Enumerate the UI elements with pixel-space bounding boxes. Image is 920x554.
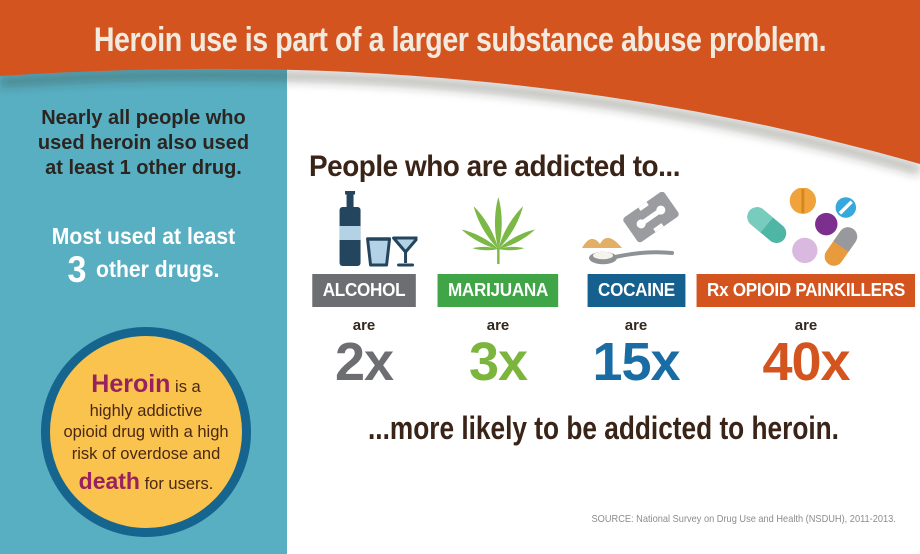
- drug-label-rx-opioids: Rx OPIOID PAINKILLERS: [696, 274, 916, 307]
- circle-line: Heroin is a: [91, 368, 200, 401]
- multiplier-cocaine: 15x: [592, 332, 680, 392]
- footline: ...more likely to be addicted to heroin.: [368, 410, 839, 446]
- circle-text: for users.: [139, 474, 214, 493]
- death-highlight: death: [78, 467, 140, 494]
- banner-curve: [0, 0, 920, 175]
- are-label: are: [624, 317, 648, 334]
- are-label: are: [794, 317, 818, 334]
- fact-line: Most used at least: [51, 223, 236, 250]
- heroin-definition-circle: Heroin is a highly addictive opioid drug…: [41, 327, 251, 537]
- circle-text: is a: [170, 377, 201, 396]
- circle-line: highly addictive: [89, 401, 203, 420]
- cocaine-icon: [580, 188, 692, 268]
- drug-column-cocaine: COCAINE are 15x: [580, 188, 692, 389]
- pills-icon: [747, 188, 865, 268]
- fact-line: 3 other drugs.: [11, 251, 275, 288]
- drug-column-rx-opioids: Rx OPIOID PAINKILLERS are 40x: [691, 188, 920, 389]
- big-number-3: 3: [67, 249, 87, 291]
- drug-column-alcohol: ALCOHOL are 2x: [310, 188, 419, 389]
- banner-title: Heroin use is part of a larger substance…: [93, 21, 827, 59]
- circle-line: risk of overdose and: [71, 445, 221, 464]
- main-heading: People who are addicted to...: [309, 150, 680, 183]
- drug-label-cocaine: COCAINE: [587, 274, 685, 307]
- heroin-highlight: Heroin: [91, 369, 171, 398]
- drug-label-alcohol: ALCOHOL: [312, 274, 416, 307]
- are-label: are: [352, 317, 376, 334]
- sidebar-fact-primary: Nearly all people who used heroin also u…: [0, 106, 287, 180]
- marijuana-leaf-icon: [450, 188, 546, 268]
- sidebar-fact-secondary: Most used at least 3 other drugs.: [11, 222, 275, 288]
- are-label: are: [486, 317, 510, 334]
- main-content: People who are addicted to... ALCOHOL ar…: [287, 0, 920, 554]
- multiplier-rx-opioids: 40x: [762, 332, 850, 392]
- fact-line: Nearly all people who: [41, 107, 246, 129]
- circle-line: opioid drug with a high: [63, 423, 229, 442]
- sidebar: Nearly all people who used heroin also u…: [0, 0, 287, 554]
- alcohol-icon: [310, 188, 418, 268]
- multiplier-marijuana: 3x: [468, 332, 528, 392]
- fact-line: used heroin also used: [37, 131, 250, 154]
- multiplier-alcohol: 2x: [334, 332, 394, 392]
- drug-column-marijuana: MARIJUANA are 3x: [434, 188, 561, 389]
- circle-line: death for users.: [79, 466, 214, 496]
- fact-line-rest: other drugs.: [90, 256, 220, 283]
- fact-line: at least 1 other drug.: [45, 156, 242, 179]
- source-citation: SOURCE: National Survey on Drug Use and …: [591, 513, 896, 525]
- drug-label-marijuana: MARIJUANA: [437, 274, 559, 307]
